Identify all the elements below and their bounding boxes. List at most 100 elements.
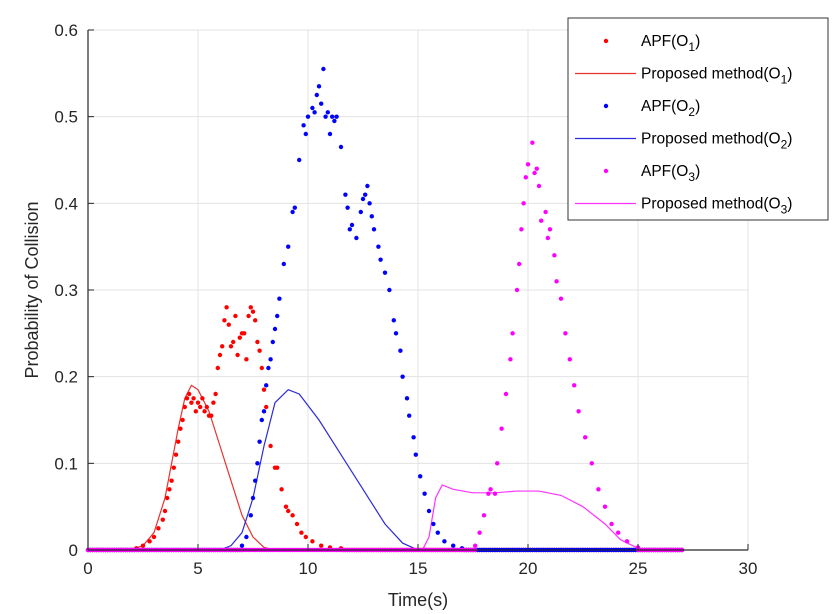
- axes: 0 5 10 15 20 25 30 0 0.1 0.2 0.3 0.4 0.5 0.6: [54, 21, 757, 578]
- x-tick-label: 30: [739, 559, 758, 578]
- legend: APF(O1) Proposed method(O1) APF(O2) Propose…: [567, 17, 829, 221]
- data-point: [532, 170, 537, 176]
- data-point: [523, 175, 528, 180]
- data-point: [583, 435, 588, 440]
- x-tick-label: 20: [519, 559, 538, 578]
- legend-label: Proposed method(O1): [641, 66, 792, 87]
- data-point: [539, 218, 544, 223]
- data-point: [167, 487, 172, 492]
- data-point: [176, 439, 181, 444]
- data-point: [367, 201, 372, 206]
- data-point: [442, 539, 447, 544]
- data-point: [147, 539, 152, 544]
- data-point: [160, 517, 165, 522]
- data-point: [255, 339, 260, 345]
- legend-marker: [603, 103, 609, 109]
- data-point: [589, 461, 594, 466]
- legend-marker: [603, 168, 609, 174]
- data-point: [602, 504, 608, 509]
- data-point: [246, 313, 251, 319]
- data-point: [321, 66, 326, 72]
- data-point: [477, 530, 482, 535]
- data-point: [536, 183, 542, 189]
- data-point: [411, 435, 416, 440]
- data-point: [558, 296, 564, 301]
- data-point: [495, 461, 500, 466]
- data-point: [596, 487, 601, 492]
- data-point: [545, 235, 550, 241]
- data-point: [517, 261, 522, 267]
- data-point: [264, 404, 269, 410]
- data-point: [213, 391, 218, 397]
- data-point: [486, 491, 491, 496]
- data-point: [519, 227, 524, 232]
- data-point: [327, 131, 333, 137]
- data-point: [244, 357, 249, 362]
- data-point: [286, 508, 291, 514]
- data-point: [244, 534, 249, 540]
- data-point: [275, 313, 280, 319]
- data-point: [319, 101, 324, 106]
- data-point: [422, 491, 427, 496]
- data-point: [554, 279, 559, 284]
- data-point: [347, 227, 352, 232]
- data-point: [345, 205, 350, 210]
- data-point: [567, 357, 572, 362]
- data-point: [404, 396, 410, 401]
- data-point: [233, 313, 238, 319]
- data-point: [264, 383, 269, 388]
- x-tick-label: 0: [83, 559, 92, 578]
- data-point: [543, 209, 548, 215]
- data-point: [363, 192, 368, 197]
- data-point: [248, 513, 253, 518]
- y-axis-label: Probability of Collision: [22, 201, 42, 378]
- data-point: [514, 287, 520, 293]
- x-tick-label: 25: [629, 559, 648, 578]
- data-point: [189, 400, 194, 405]
- data-point: [198, 404, 203, 410]
- data-point: [330, 114, 335, 119]
- data-point: [534, 166, 539, 171]
- data-point: [378, 257, 383, 262]
- data-point: [301, 123, 306, 128]
- data-point: [325, 110, 330, 115]
- legend-label: Proposed method(O2): [641, 131, 792, 152]
- data-point: [165, 495, 170, 501]
- data-point: [253, 318, 258, 323]
- data-point: [297, 157, 302, 163]
- data-point: [171, 465, 176, 470]
- data-point: [266, 365, 271, 371]
- data-point: [435, 530, 440, 535]
- data-point: [400, 374, 405, 379]
- data-point: [261, 387, 267, 392]
- y-tick-label: 0: [69, 541, 78, 560]
- data-point: [316, 84, 322, 89]
- data-point: [473, 543, 478, 548]
- data-point: [332, 118, 337, 124]
- data-point: [187, 391, 192, 397]
- data-point: [365, 183, 370, 189]
- data-point: [279, 487, 284, 492]
- y-tick-label: 0.3: [54, 281, 78, 300]
- data-point: [220, 344, 225, 349]
- data-point: [173, 452, 179, 457]
- data-point: [242, 331, 247, 336]
- y-tick-label: 0.6: [54, 21, 78, 40]
- data-point: [162, 508, 168, 514]
- y-tick-label: 0.5: [54, 108, 78, 127]
- data-point: [369, 214, 374, 219]
- data-point: [182, 404, 187, 410]
- data-point: [413, 452, 418, 457]
- data-point: [169, 478, 174, 483]
- data-point: [547, 227, 553, 232]
- data-point: [391, 318, 396, 323]
- data-point: [303, 131, 308, 137]
- data-point: [572, 383, 577, 388]
- x-tick-label: 15: [409, 559, 428, 578]
- data-point: [312, 110, 317, 115]
- x-axis-label: Time(s): [388, 590, 448, 610]
- data-point: [268, 357, 273, 362]
- data-point: [275, 465, 280, 470]
- data-point: [156, 526, 161, 531]
